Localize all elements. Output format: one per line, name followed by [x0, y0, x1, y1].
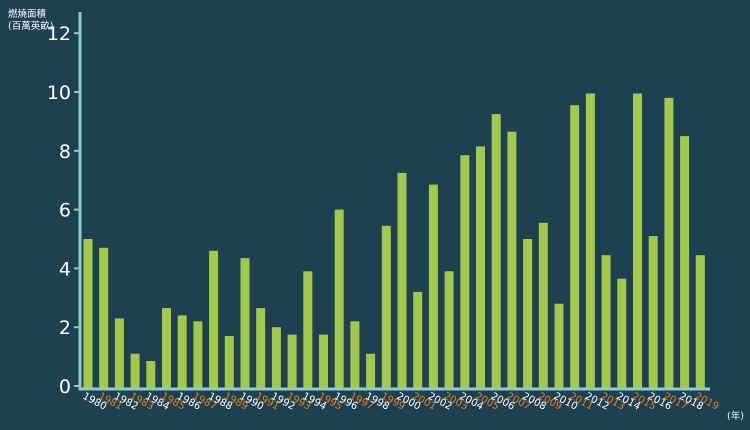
bar: [460, 155, 470, 389]
bar: [209, 250, 219, 389]
bar: [491, 114, 501, 389]
y-tick-label: 2: [59, 317, 71, 339]
bar: [83, 239, 93, 389]
bar: [617, 278, 627, 389]
x-ticks-group: 1980198119821983198419851986198719881989…: [81, 391, 721, 413]
bars-group: [83, 93, 705, 390]
bar: [664, 97, 674, 390]
bar: [224, 336, 234, 389]
bar: [303, 271, 313, 389]
y-ticks-group: 0 2 4 6 8 10 12: [47, 23, 80, 398]
bar: [366, 353, 376, 389]
bar: [256, 308, 266, 389]
bar: [413, 291, 423, 389]
y-axis-label-line-1: 燃燒面積: [8, 9, 47, 20]
bar: [633, 93, 642, 389]
bar: [287, 334, 297, 389]
bar: [271, 327, 281, 389]
bar: [319, 334, 328, 389]
bar: [146, 361, 156, 389]
y-tick-label: 8: [59, 141, 71, 163]
y-axis-label-line-2: (百萬英畝): [8, 21, 54, 32]
bar: [240, 258, 250, 389]
bar: [680, 136, 690, 389]
bar: [350, 321, 360, 389]
bar: [570, 105, 580, 389]
y-tick-label: 12: [47, 23, 71, 45]
bar: [381, 225, 391, 389]
bar: [507, 131, 517, 389]
bar: [538, 222, 548, 389]
bar: [648, 236, 658, 389]
x-axis-unit-label: (年): [727, 411, 744, 422]
bar: [428, 184, 438, 389]
bar: [177, 315, 187, 389]
y-tick-label: 4: [59, 258, 71, 280]
bar: [554, 303, 564, 389]
bar: [397, 172, 407, 389]
y-tick-label: 0: [59, 376, 71, 398]
bar: [114, 318, 124, 389]
y-tick-label: 6: [59, 200, 71, 222]
bar: [193, 321, 203, 389]
bar: [162, 308, 171, 389]
bar: [99, 247, 109, 389]
bar: [444, 271, 454, 389]
y-tick-label: 10: [47, 82, 71, 104]
bar: [523, 239, 533, 389]
bar: [695, 255, 705, 389]
bar: [130, 353, 140, 389]
bar: [601, 255, 611, 389]
bar: [476, 146, 485, 389]
bar: [334, 209, 344, 389]
bar: [585, 93, 595, 389]
